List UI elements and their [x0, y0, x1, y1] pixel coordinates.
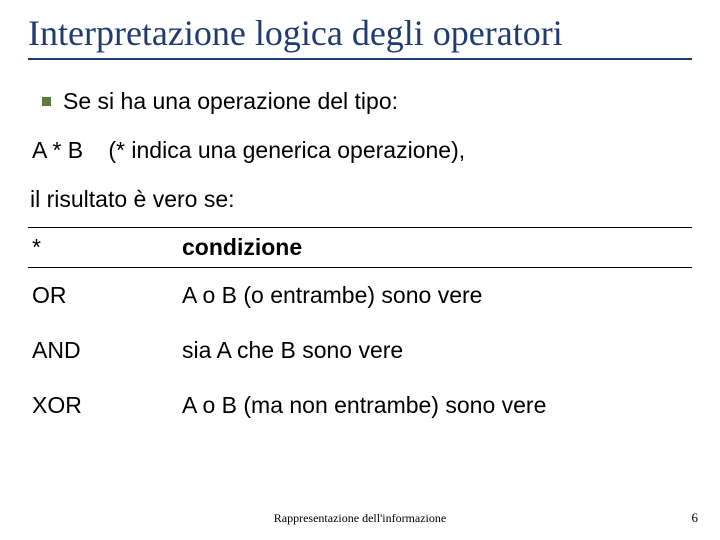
- square-bullet-icon: [42, 97, 51, 106]
- expression-lhs: A * B: [32, 137, 102, 164]
- slide: Interpretazione logica degli operatori S…: [0, 0, 720, 540]
- slide-title: Interpretazione logica degli operatori: [28, 12, 692, 54]
- cell-condition: sia A che B sono vere: [182, 337, 688, 364]
- cell-operator: OR: [32, 282, 182, 309]
- bullet-text: Se si ha una operazione del tipo:: [63, 88, 398, 115]
- cell-condition: A o B (ma non entrambe) sono vere: [182, 392, 688, 419]
- table-row: AND sia A che B sono vere: [28, 323, 692, 378]
- expression-line: A * B (* indica una generica operazione)…: [28, 137, 692, 164]
- title-container: Interpretazione logica degli operatori: [28, 12, 692, 60]
- table-header-row: * condizione: [28, 227, 692, 268]
- table-row: OR A o B (o entrambe) sono vere: [28, 268, 692, 323]
- page-number: 6: [692, 510, 699, 526]
- table-row: XOR A o B (ma non entrambe) sono vere: [28, 378, 692, 433]
- cell-operator: XOR: [32, 392, 182, 419]
- expression-note: (* indica una generica operazione),: [108, 137, 465, 163]
- footer-text: Rappresentazione dell'informazione: [0, 511, 720, 526]
- operator-table: * condizione OR A o B (o entrambe) sono …: [28, 227, 692, 433]
- result-line: il risultato è vero se:: [28, 186, 692, 213]
- bullet-item: Se si ha una operazione del tipo:: [28, 88, 692, 115]
- header-condition: condizione: [182, 234, 688, 261]
- cell-condition: A o B (o entrambe) sono vere: [182, 282, 688, 309]
- header-operator: *: [32, 234, 182, 261]
- cell-operator: AND: [32, 337, 182, 364]
